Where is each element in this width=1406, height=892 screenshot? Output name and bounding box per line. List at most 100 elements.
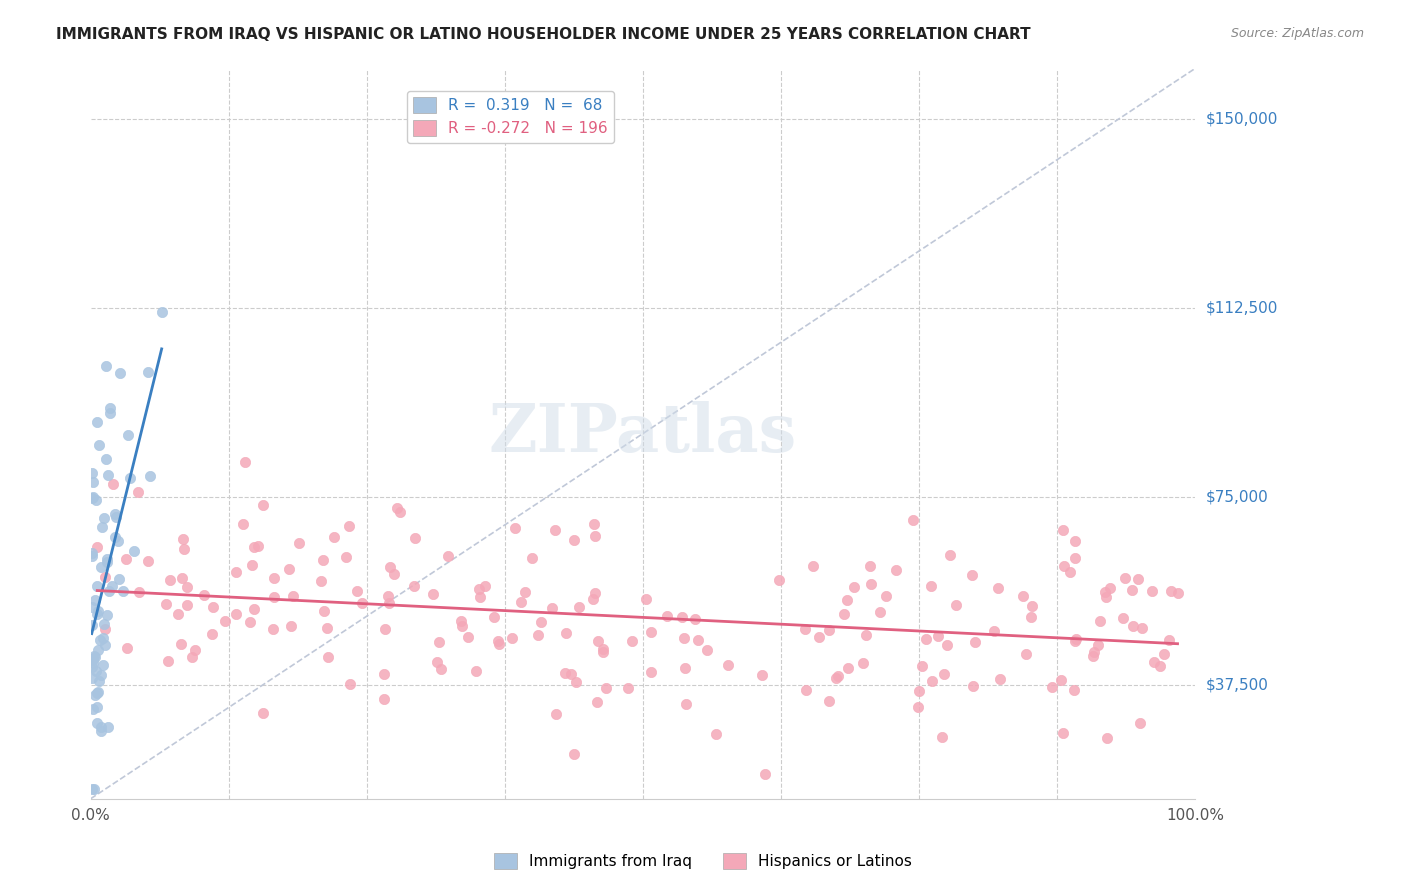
- Point: [262, 622, 284, 636]
- Point: [82, 657, 104, 671]
- Point: [754, 766, 776, 780]
- Point: [170, 637, 193, 651]
- Point: [172, 571, 194, 585]
- Point: [585, 586, 607, 600]
- Point: [107, 534, 129, 549]
- Point: [565, 675, 588, 690]
- Point: [252, 498, 274, 512]
- Point: [263, 590, 285, 604]
- Point: [118, 471, 141, 485]
- Point: [426, 655, 449, 669]
- Point: [501, 631, 523, 645]
- Point: [337, 518, 360, 533]
- Point: [98, 583, 121, 598]
- Point: [87, 685, 110, 699]
- Point: [263, 570, 285, 584]
- Point: [97, 468, 120, 483]
- Point: [884, 563, 907, 577]
- Point: [1094, 585, 1116, 599]
- Point: [91, 631, 114, 645]
- Point: [827, 669, 849, 683]
- Point: [94, 570, 117, 584]
- Point: [920, 578, 942, 592]
- Point: [385, 501, 408, 516]
- Point: [562, 747, 585, 761]
- Point: [98, 406, 121, 420]
- Point: [1052, 559, 1074, 574]
- Point: [83, 781, 105, 796]
- Point: [312, 553, 335, 567]
- Point: [931, 730, 953, 744]
- Point: [373, 667, 395, 681]
- Point: [159, 573, 181, 587]
- Point: [173, 541, 195, 556]
- Point: [907, 699, 929, 714]
- Point: [465, 664, 488, 678]
- Point: [202, 600, 225, 615]
- Text: $112,500: $112,500: [1206, 301, 1278, 315]
- Point: [243, 541, 266, 555]
- Point: [93, 616, 115, 631]
- Point: [1143, 655, 1166, 669]
- Point: [1121, 583, 1143, 598]
- Point: [544, 707, 567, 722]
- Point: [96, 452, 118, 467]
- Point: [176, 599, 198, 613]
- Point: [675, 661, 697, 675]
- Point: [339, 677, 361, 691]
- Point: [988, 672, 1011, 686]
- Point: [115, 640, 138, 655]
- Point: [640, 665, 662, 679]
- Point: [852, 656, 875, 670]
- Point: [526, 628, 548, 642]
- Point: [583, 516, 606, 531]
- Point: [80, 467, 103, 481]
- Point: [86, 643, 108, 657]
- Point: [1140, 584, 1163, 599]
- Point: [346, 583, 368, 598]
- Point: [915, 632, 938, 646]
- Point: [316, 650, 339, 665]
- Point: [582, 592, 605, 607]
- Point: [586, 695, 609, 709]
- Point: [468, 582, 491, 596]
- Point: [1064, 632, 1087, 646]
- Point: [232, 517, 254, 532]
- Point: [193, 588, 215, 602]
- Point: [450, 614, 472, 628]
- Point: [855, 627, 877, 641]
- Point: [987, 581, 1010, 595]
- Point: [90, 668, 112, 682]
- Text: ZIPatlas: ZIPatlas: [489, 401, 797, 467]
- Point: [837, 592, 859, 607]
- Point: [1012, 590, 1035, 604]
- Point: [1095, 590, 1118, 604]
- Point: [104, 507, 127, 521]
- Point: [427, 635, 450, 649]
- Point: [323, 529, 346, 543]
- Point: [1167, 586, 1189, 600]
- Point: [583, 529, 606, 543]
- Point: [86, 607, 108, 621]
- Point: [837, 661, 859, 675]
- Point: [388, 505, 411, 519]
- Point: [82, 490, 104, 504]
- Point: [801, 559, 824, 574]
- Point: [96, 552, 118, 566]
- Point: [233, 455, 256, 469]
- Point: [352, 596, 374, 610]
- Point: [252, 706, 274, 720]
- Point: [80, 491, 103, 505]
- Point: [617, 681, 640, 695]
- Point: [921, 674, 943, 689]
- Point: [80, 781, 103, 796]
- Point: [176, 580, 198, 594]
- Point: [86, 541, 108, 555]
- Point: [82, 702, 104, 716]
- Point: [437, 549, 460, 563]
- Point: [80, 618, 103, 632]
- Point: [554, 626, 576, 640]
- Point: [314, 604, 336, 618]
- Point: [860, 576, 883, 591]
- Point: [960, 568, 983, 582]
